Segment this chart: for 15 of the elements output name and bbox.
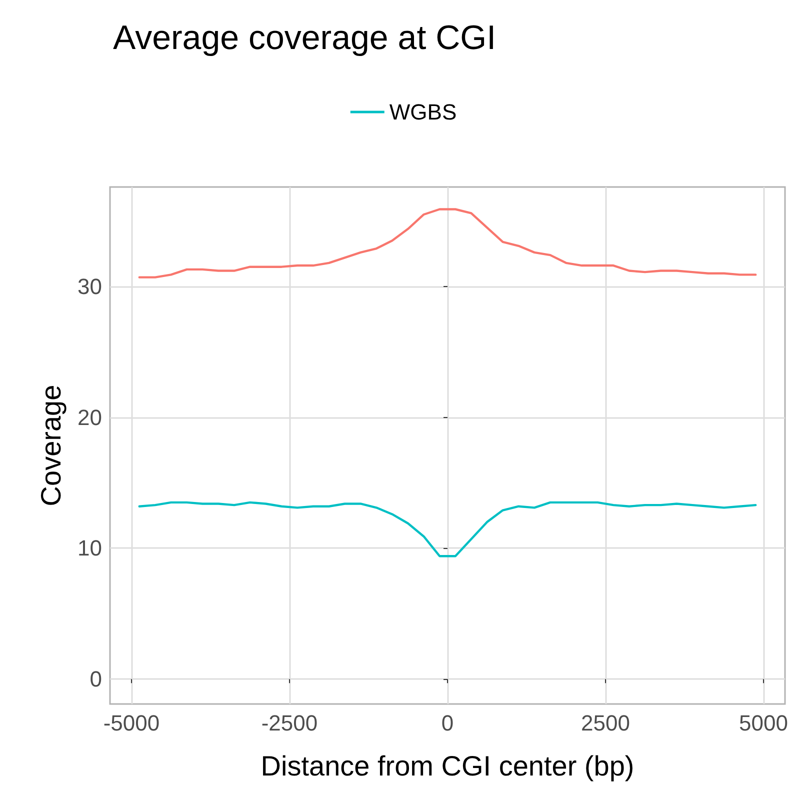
line-series	[138, 208, 757, 278]
x-tick-label: 0	[441, 710, 454, 736]
x-tick-label: 2500	[581, 710, 630, 736]
x-tick-label: -5000	[103, 710, 160, 736]
chart-title: Average coverage at CGI	[113, 19, 496, 57]
y-axis-title: Coverage	[36, 384, 66, 506]
x-tick-label: 5000	[739, 710, 788, 736]
x-axis-title: Distance from CGI center (bp)	[260, 750, 634, 782]
y-tick-label: 10	[78, 536, 102, 561]
x-tick-label: -2500	[261, 710, 318, 736]
line-series	[138, 501, 757, 558]
y-tick-label: 0	[90, 666, 102, 692]
y-tick-label: 30	[78, 274, 102, 299]
legend-label: WGBS	[389, 100, 457, 124]
y-tick-label: 20	[78, 404, 102, 430]
